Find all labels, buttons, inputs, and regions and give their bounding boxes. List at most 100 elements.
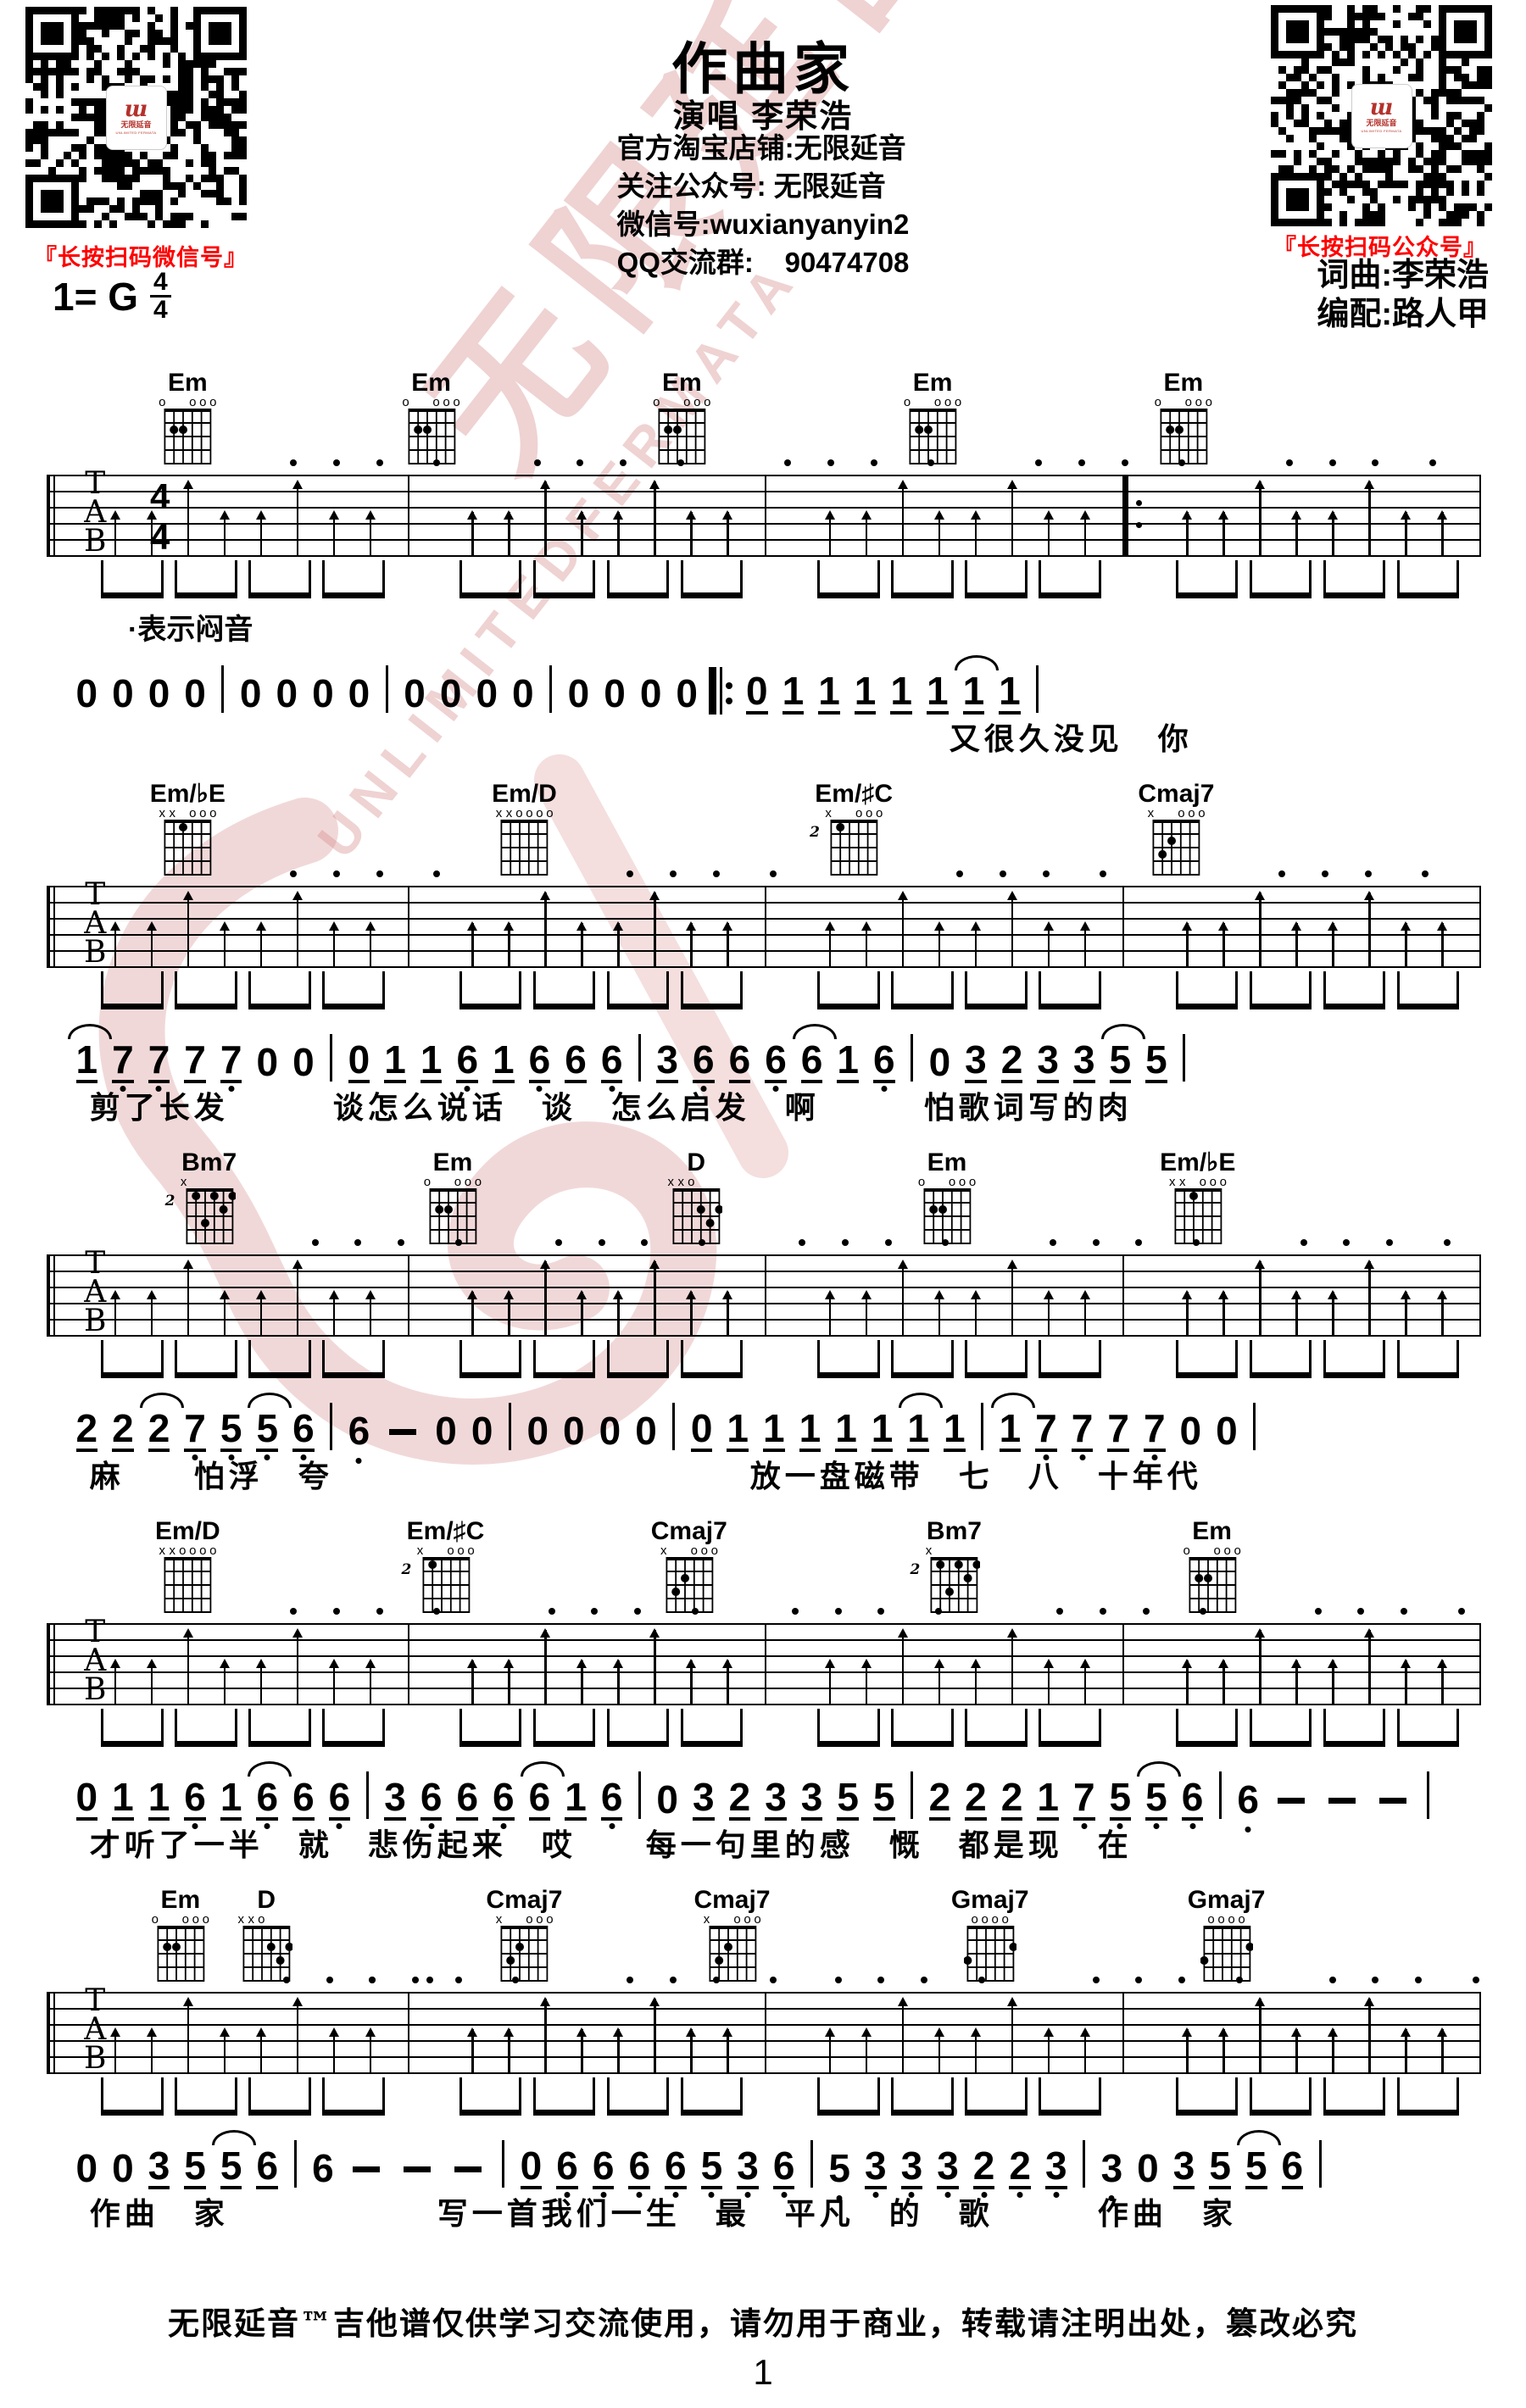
- melody-note: 1: [943, 1406, 966, 1452]
- strum-arrow-up: [576, 921, 588, 967]
- beam-row: [47, 2074, 1479, 2118]
- string-marker: o: [903, 395, 911, 409]
- strum-arrow-up: [291, 1997, 304, 2073]
- melody-note: 0: [312, 671, 334, 715]
- melody-barline: [638, 1771, 641, 1819]
- eighth-beam: [248, 2077, 311, 2116]
- rhythm-dot: [290, 1608, 298, 1615]
- strum-arrow-up: [503, 1659, 515, 1705]
- beam-row: [47, 968, 1479, 1012]
- melody-barline: [330, 1034, 333, 1082]
- chord-name: Em: [411, 369, 451, 397]
- strum-arrow-up: [503, 921, 515, 967]
- chord-diagram-Cmaj7: Cmaj7 x o o o: [692, 1886, 773, 1988]
- melody-note: 0: [1179, 1409, 1202, 1453]
- chord-name: Em/D: [154, 1517, 220, 1545]
- melody-note: 1: [220, 1775, 242, 1821]
- strum-arrow-up: [1436, 921, 1449, 967]
- melody-note: 0: [520, 2144, 543, 2189]
- strum-arrow-up: [181, 1260, 194, 1336]
- strum-arrow-up: [1005, 1628, 1018, 1705]
- string-marker: o: [1217, 1912, 1225, 1927]
- melody-note: 6: [765, 1037, 787, 1083]
- melody-note: 1: [854, 669, 877, 715]
- strum-arrow-up: [181, 891, 194, 967]
- eighth-beam: [322, 1709, 385, 1747]
- strum-arrow-up: [1181, 510, 1194, 556]
- chord-name: D: [257, 1886, 276, 1914]
- lyrics-line: 麻 怕浮 夸 放一盘磁带 七 八 十年代: [89, 1459, 1202, 1493]
- eighth-beam: [606, 1340, 670, 1378]
- rhythm-dot: [433, 459, 441, 466]
- string-marker: [199, 1177, 209, 1187]
- string-marker: x: [703, 1912, 710, 1927]
- strum-arrow-up: [612, 2027, 625, 2073]
- melody-barline: [221, 665, 225, 713]
- strum-arrow-up: [685, 1659, 698, 1705]
- staff-barline: [765, 1254, 766, 1337]
- melody-note: 2: [112, 1406, 134, 1452]
- string-marker: o: [1207, 1912, 1215, 1927]
- eighth-beam: [1175, 2077, 1239, 2116]
- strum-arrow-up: [291, 1260, 304, 1336]
- strum-arrow-up: [1042, 1659, 1055, 1705]
- strum-arrow-up: [254, 921, 267, 967]
- strum-arrow-up: [539, 891, 552, 967]
- guitar-logo-icon: ɯ: [1369, 94, 1394, 120]
- eighth-beam: [101, 971, 164, 1009]
- string-marker: x: [159, 806, 166, 820]
- eighth-beam: [606, 2077, 670, 2116]
- rhythm-dot: [770, 1977, 777, 1983]
- string-marker: x: [825, 806, 832, 820]
- rhythm-dot: [454, 1977, 462, 1983]
- string-marker: o: [1228, 1912, 1235, 1927]
- eighth-beam: [532, 1709, 596, 1747]
- strum-arrow-up: [576, 1659, 588, 1705]
- rhythm-dot: [290, 459, 298, 466]
- dash-hold: [353, 2166, 381, 2172]
- strum-arrow-up: [181, 1997, 194, 2073]
- string-marker: [177, 809, 187, 819]
- string-marker: [230, 1177, 240, 1187]
- rhythm-dot: [1278, 870, 1286, 877]
- string-marker: x: [667, 1175, 675, 1189]
- melody-barline: [981, 1403, 984, 1450]
- strum-arrow-up: [1327, 921, 1339, 967]
- rhythm-dot: [598, 1239, 605, 1246]
- melody-note: 6: [456, 1775, 479, 1821]
- staff-barline: [1122, 1254, 1124, 1337]
- string-marker: o: [991, 1912, 999, 1927]
- melody-barline: [911, 1034, 914, 1082]
- string-marker: o: [1184, 395, 1193, 409]
- string-marker: [1166, 809, 1176, 819]
- rhythm-dot: [1178, 459, 1186, 466]
- strum-arrow-up: [1078, 2027, 1091, 2073]
- strum-arrow-up: [218, 921, 231, 967]
- rhythm-dot: [1422, 870, 1429, 877]
- string-marker: o: [933, 395, 942, 409]
- rhythm-dot: [712, 870, 720, 877]
- melody-barline: [1183, 1034, 1186, 1082]
- staff-barline: [1479, 1623, 1481, 1705]
- string-marker: o: [209, 1543, 217, 1558]
- string-marker: [954, 1546, 964, 1556]
- melody-note: 7: [184, 1037, 206, 1083]
- string-marker: o: [1219, 1175, 1227, 1189]
- credits: 词曲:李荣浩 编配:路人甲: [1317, 256, 1489, 334]
- string-marker: o: [453, 395, 460, 409]
- eighth-beam: [817, 2077, 880, 2116]
- logo-text: 无限延音: [120, 120, 152, 129]
- melody-note: 5: [700, 2144, 723, 2189]
- melody-note: 3: [937, 2144, 959, 2189]
- string-marker: o: [1183, 1543, 1190, 1558]
- melody-note: 6: [792, 1024, 837, 1083]
- strum-arrow-up: [539, 1997, 552, 2073]
- rhythm-dot: [712, 1977, 720, 1983]
- eighth-beam: [1249, 560, 1312, 598]
- rhythm-dot: [1401, 1608, 1408, 1615]
- qr-code-official-account: ɯ 无限延音 UNLIMITED FERMATA: [1271, 5, 1492, 226]
